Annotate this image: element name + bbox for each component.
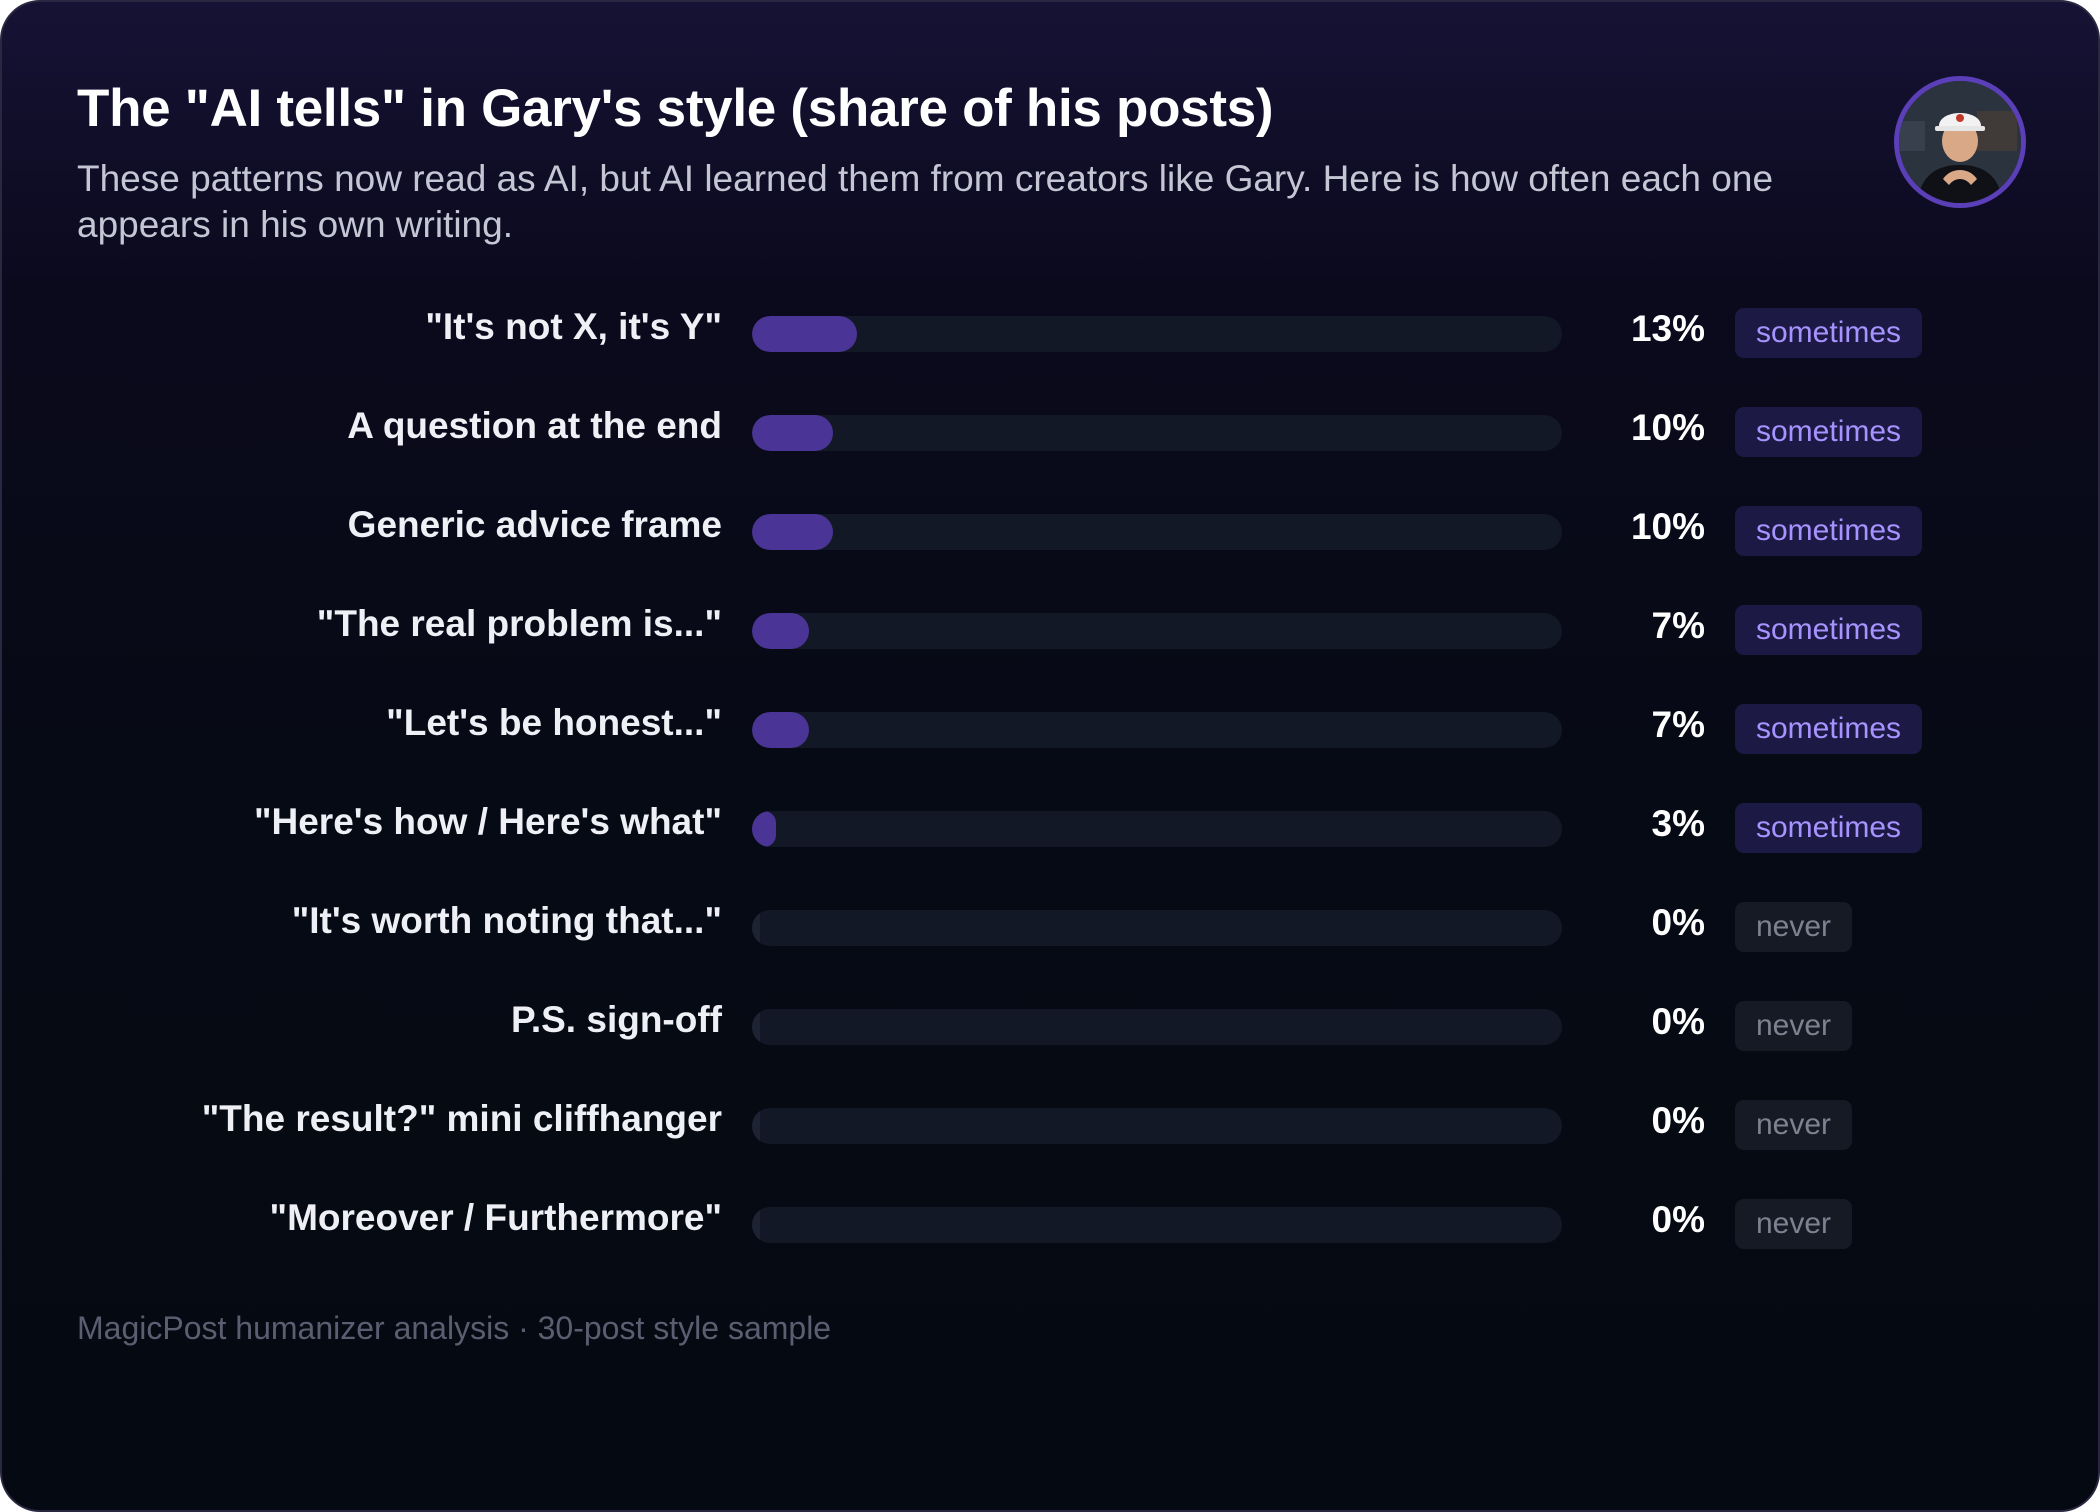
value-label: 3%: [1651, 803, 1705, 844]
bar: [752, 1108, 760, 1144]
bar-track: [752, 811, 1562, 847]
category-label: "The result?" mini cliffhanger: [201, 1098, 722, 1139]
category-label: A question at the end: [347, 405, 722, 446]
frequency-badge: sometimes: [1735, 506, 1923, 556]
person-avatar-icon: [1899, 81, 2021, 203]
value-label: 13%: [1630, 308, 1705, 349]
category-label: "The real problem is...": [316, 603, 722, 644]
category-label: "Moreover / Furthermore": [269, 1197, 722, 1238]
chart-title: The "AI tells" in Gary's style (share of…: [77, 79, 1274, 138]
value-label: 0%: [1651, 1100, 1705, 1141]
bar: [752, 415, 833, 451]
bar: [752, 811, 777, 847]
category-label: Generic advice frame: [347, 504, 722, 545]
bar-row: "Moreover / Furthermore" 0% never: [2, 1191, 2098, 1251]
source-footer: MagicPost humanizer analysis · 30-post s…: [77, 1310, 832, 1346]
bar-row: P.S. sign-off 0% never: [2, 993, 2098, 1053]
bar-track: [752, 1009, 1562, 1045]
bar: [752, 316, 858, 352]
bar-track: [752, 415, 1562, 451]
bar-track: [752, 613, 1562, 649]
bar: [752, 613, 809, 649]
value-label: 0%: [1651, 1199, 1705, 1240]
category-label: "Let's be honest...": [386, 702, 722, 743]
value-label: 10%: [1630, 407, 1705, 448]
value-label: 10%: [1630, 506, 1705, 547]
bar: [752, 1009, 760, 1045]
bar-track: [752, 712, 1562, 748]
avatar: [1894, 76, 2026, 208]
frequency-badge: never: [1735, 1199, 1853, 1249]
frequency-badge: never: [1735, 1001, 1853, 1051]
value-label: 7%: [1651, 704, 1705, 745]
bar-row: Generic advice frame 10% sometimes: [2, 498, 2098, 558]
bar-row: A question at the end 10% sometimes: [2, 399, 2098, 459]
bar: [752, 1207, 760, 1243]
bar-track: [752, 514, 1562, 550]
category-label: P.S. sign-off: [510, 999, 722, 1040]
bar-track: [752, 910, 1562, 946]
chart-subtitle: These patterns now read as AI, but AI le…: [77, 158, 1774, 245]
bar-row: "The result?" mini cliffhanger 0% never: [2, 1092, 2098, 1152]
frequency-badge: sometimes: [1735, 605, 1923, 655]
frequency-badge: sometimes: [1735, 803, 1923, 853]
category-label: "It's not X, it's Y": [425, 306, 722, 347]
category-label: "Here's how / Here's what": [253, 801, 722, 842]
bar: [752, 514, 833, 550]
bar-row: "Let's be honest..." 7% sometimes: [2, 696, 2098, 756]
bar-track: [752, 1108, 1562, 1144]
frequency-badge: never: [1735, 902, 1853, 952]
category-label: "It's worth noting that...": [291, 900, 722, 941]
bar: [752, 712, 809, 748]
bar-row: "The real problem is..." 7% sometimes: [2, 597, 2098, 657]
bar: [752, 910, 760, 946]
value-label: 0%: [1651, 1001, 1705, 1042]
bar-row: "Here's how / Here's what" 3% sometimes: [2, 795, 2098, 855]
frequency-badge: sometimes: [1735, 407, 1923, 457]
value-label: 7%: [1651, 605, 1705, 646]
bar-track: [752, 1207, 1562, 1243]
frequency-badge: sometimes: [1735, 704, 1923, 754]
bar-row: "It's not X, it's Y" 13% sometimes: [2, 300, 2098, 360]
bar-track: [752, 316, 1562, 352]
bar-row: "It's worth noting that..." 0% never: [2, 894, 2098, 954]
frequency-badge: sometimes: [1735, 308, 1923, 358]
frequency-badge: never: [1735, 1100, 1853, 1150]
value-label: 0%: [1651, 902, 1705, 943]
